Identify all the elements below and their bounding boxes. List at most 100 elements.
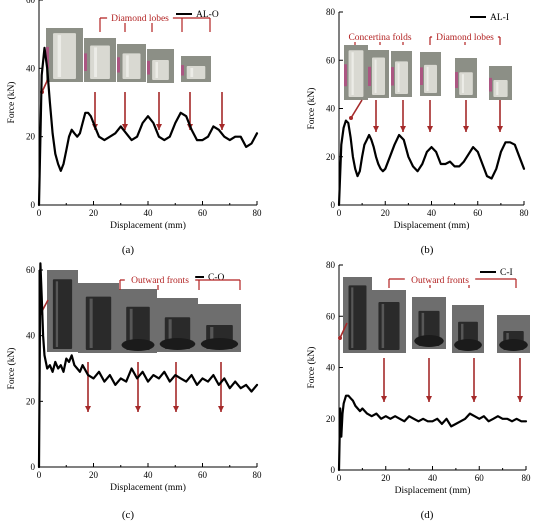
- x-tick-label: 40: [144, 208, 154, 218]
- tube-shape: [394, 61, 409, 94]
- photo-artifact: [117, 57, 120, 73]
- series-line-d: [337, 394, 528, 472]
- photo-artifact: [455, 72, 458, 88]
- photo-artifact: [84, 53, 87, 71]
- x-tick-label: 20: [89, 470, 99, 480]
- down-arrow-head: [219, 124, 225, 130]
- y-tick-label: 20: [26, 396, 36, 406]
- y-tick-label: 60: [26, 0, 36, 5]
- photo-artifact: [181, 65, 184, 76]
- specimen-photo-d-5: [497, 315, 530, 353]
- tube-highlight: [426, 66, 429, 91]
- down-arrow-head: [373, 126, 379, 132]
- tube-shape: [459, 72, 473, 95]
- specimen-photo-b-2: [368, 50, 389, 98]
- panel-label: (b): [421, 244, 434, 256]
- y-tick-label: 20: [326, 152, 336, 162]
- y-tick-label: 40: [26, 63, 36, 73]
- y-tick-label: 20: [26, 132, 36, 142]
- photo-artifact: [344, 64, 347, 87]
- tube-shape: [423, 64, 438, 93]
- peak-arrow: [350, 99, 363, 119]
- y-tick-label: 60: [326, 311, 336, 321]
- annotation-bg: [404, 274, 476, 285]
- specimen-photo-a-3: [117, 44, 146, 82]
- tube-shape: [186, 66, 206, 79]
- x-axis-title: Displacement (mm): [110, 220, 186, 231]
- tube-shape: [371, 57, 386, 95]
- x-tick-label: 20: [89, 208, 99, 218]
- x-tick-label: 60: [473, 208, 483, 218]
- tube-shape: [348, 50, 364, 97]
- annotation-bg: [124, 274, 196, 285]
- x-tick-label: 40: [428, 473, 438, 483]
- x-tick-label: 40: [144, 470, 154, 480]
- down-arrow-head: [381, 396, 387, 402]
- down-arrow-head: [85, 406, 91, 412]
- tube-shape: [378, 301, 400, 350]
- photo-artifact: [489, 77, 492, 92]
- annotation-text: Outward fronts: [131, 275, 189, 286]
- tube-shape: [493, 80, 508, 97]
- peak-arrow: [41, 78, 49, 93]
- tube-highlight: [168, 319, 172, 347]
- specimen-photo-a-5: [181, 56, 211, 82]
- x-tick-label: 80: [253, 470, 263, 480]
- specimen-photo-a-1: [46, 28, 83, 82]
- y-tick-label: 80: [326, 7, 336, 17]
- y-tick-label: 40: [326, 104, 336, 114]
- down-arrow-head: [427, 126, 433, 132]
- tube-shape: [90, 45, 110, 79]
- crushed-fronts: [414, 335, 444, 347]
- x-tick-label: 0: [337, 473, 342, 483]
- tube-highlight: [155, 62, 158, 78]
- y-tick-label: 0: [31, 200, 36, 210]
- tube-shape: [152, 60, 169, 80]
- down-arrow-head: [497, 126, 503, 132]
- y-tick-label: 0: [331, 200, 336, 210]
- tube-highlight: [421, 312, 425, 344]
- legend-label: C-I: [500, 268, 513, 278]
- tube-highlight: [94, 47, 98, 77]
- tube-highlight: [57, 35, 62, 77]
- down-arrow-head: [173, 406, 179, 412]
- y-tick-label: 60: [26, 265, 36, 275]
- x-tick-label: 60: [475, 473, 485, 483]
- x-axis-title: Displacement (mm): [110, 482, 186, 493]
- tube-highlight: [461, 74, 464, 93]
- y-tick-label: 0: [31, 462, 36, 472]
- tube-highlight: [461, 323, 464, 348]
- specimen-photo-d-4: [452, 305, 484, 353]
- photo-artifact: [368, 66, 371, 86]
- x-tick-label: 80: [520, 208, 530, 218]
- x-tick-label: 0: [337, 208, 342, 218]
- tube-highlight: [496, 82, 499, 95]
- y-tick-label: 80: [326, 260, 336, 270]
- down-arrow-head: [122, 124, 128, 130]
- specimen-photo-b-4: [420, 52, 441, 96]
- tube-shape: [122, 53, 141, 79]
- peak-arrow: [339, 322, 348, 339]
- x-tick-label: 40: [427, 208, 437, 218]
- annotation-bg: [340, 31, 420, 42]
- tube-highlight: [397, 63, 400, 92]
- down-arrow-head: [135, 406, 141, 412]
- specimen-photo-b-1: [344, 45, 368, 100]
- x-tick-label: 0: [37, 470, 42, 480]
- x-tick-label: 80: [253, 208, 263, 218]
- tube-highlight: [129, 308, 133, 348]
- annotation-text: Outward fronts: [411, 275, 469, 286]
- down-arrow-head: [517, 396, 523, 402]
- peak-arrow-head: [338, 336, 342, 340]
- specimen-photo-c-2: [78, 283, 119, 353]
- specimen-photo-c-5: [198, 304, 241, 352]
- annotation-text: Diamond lobes: [111, 14, 169, 24]
- specimen-photo-d-2: [372, 290, 406, 353]
- y-tick-label: 20: [326, 414, 336, 424]
- tube-highlight: [126, 55, 129, 77]
- x-tick-label: 0: [37, 208, 42, 218]
- annotation-text: Diamond lobes: [436, 33, 494, 43]
- y-tick-label: 40: [326, 363, 336, 373]
- specimen-photo-d-3: [412, 297, 446, 349]
- x-tick-label: 60: [198, 470, 208, 480]
